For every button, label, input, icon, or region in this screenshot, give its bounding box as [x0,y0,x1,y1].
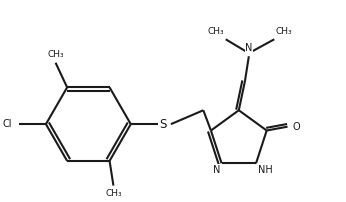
Text: CH₃: CH₃ [208,27,224,36]
Text: CH₃: CH₃ [105,189,122,198]
Text: N: N [213,165,220,175]
Text: NH: NH [257,165,272,175]
Text: CH₃: CH₃ [276,27,292,36]
Text: CH₃: CH₃ [47,50,64,59]
Text: N: N [245,43,253,53]
Text: Cl: Cl [2,119,12,129]
Text: O: O [293,122,301,132]
Text: S: S [160,118,167,131]
